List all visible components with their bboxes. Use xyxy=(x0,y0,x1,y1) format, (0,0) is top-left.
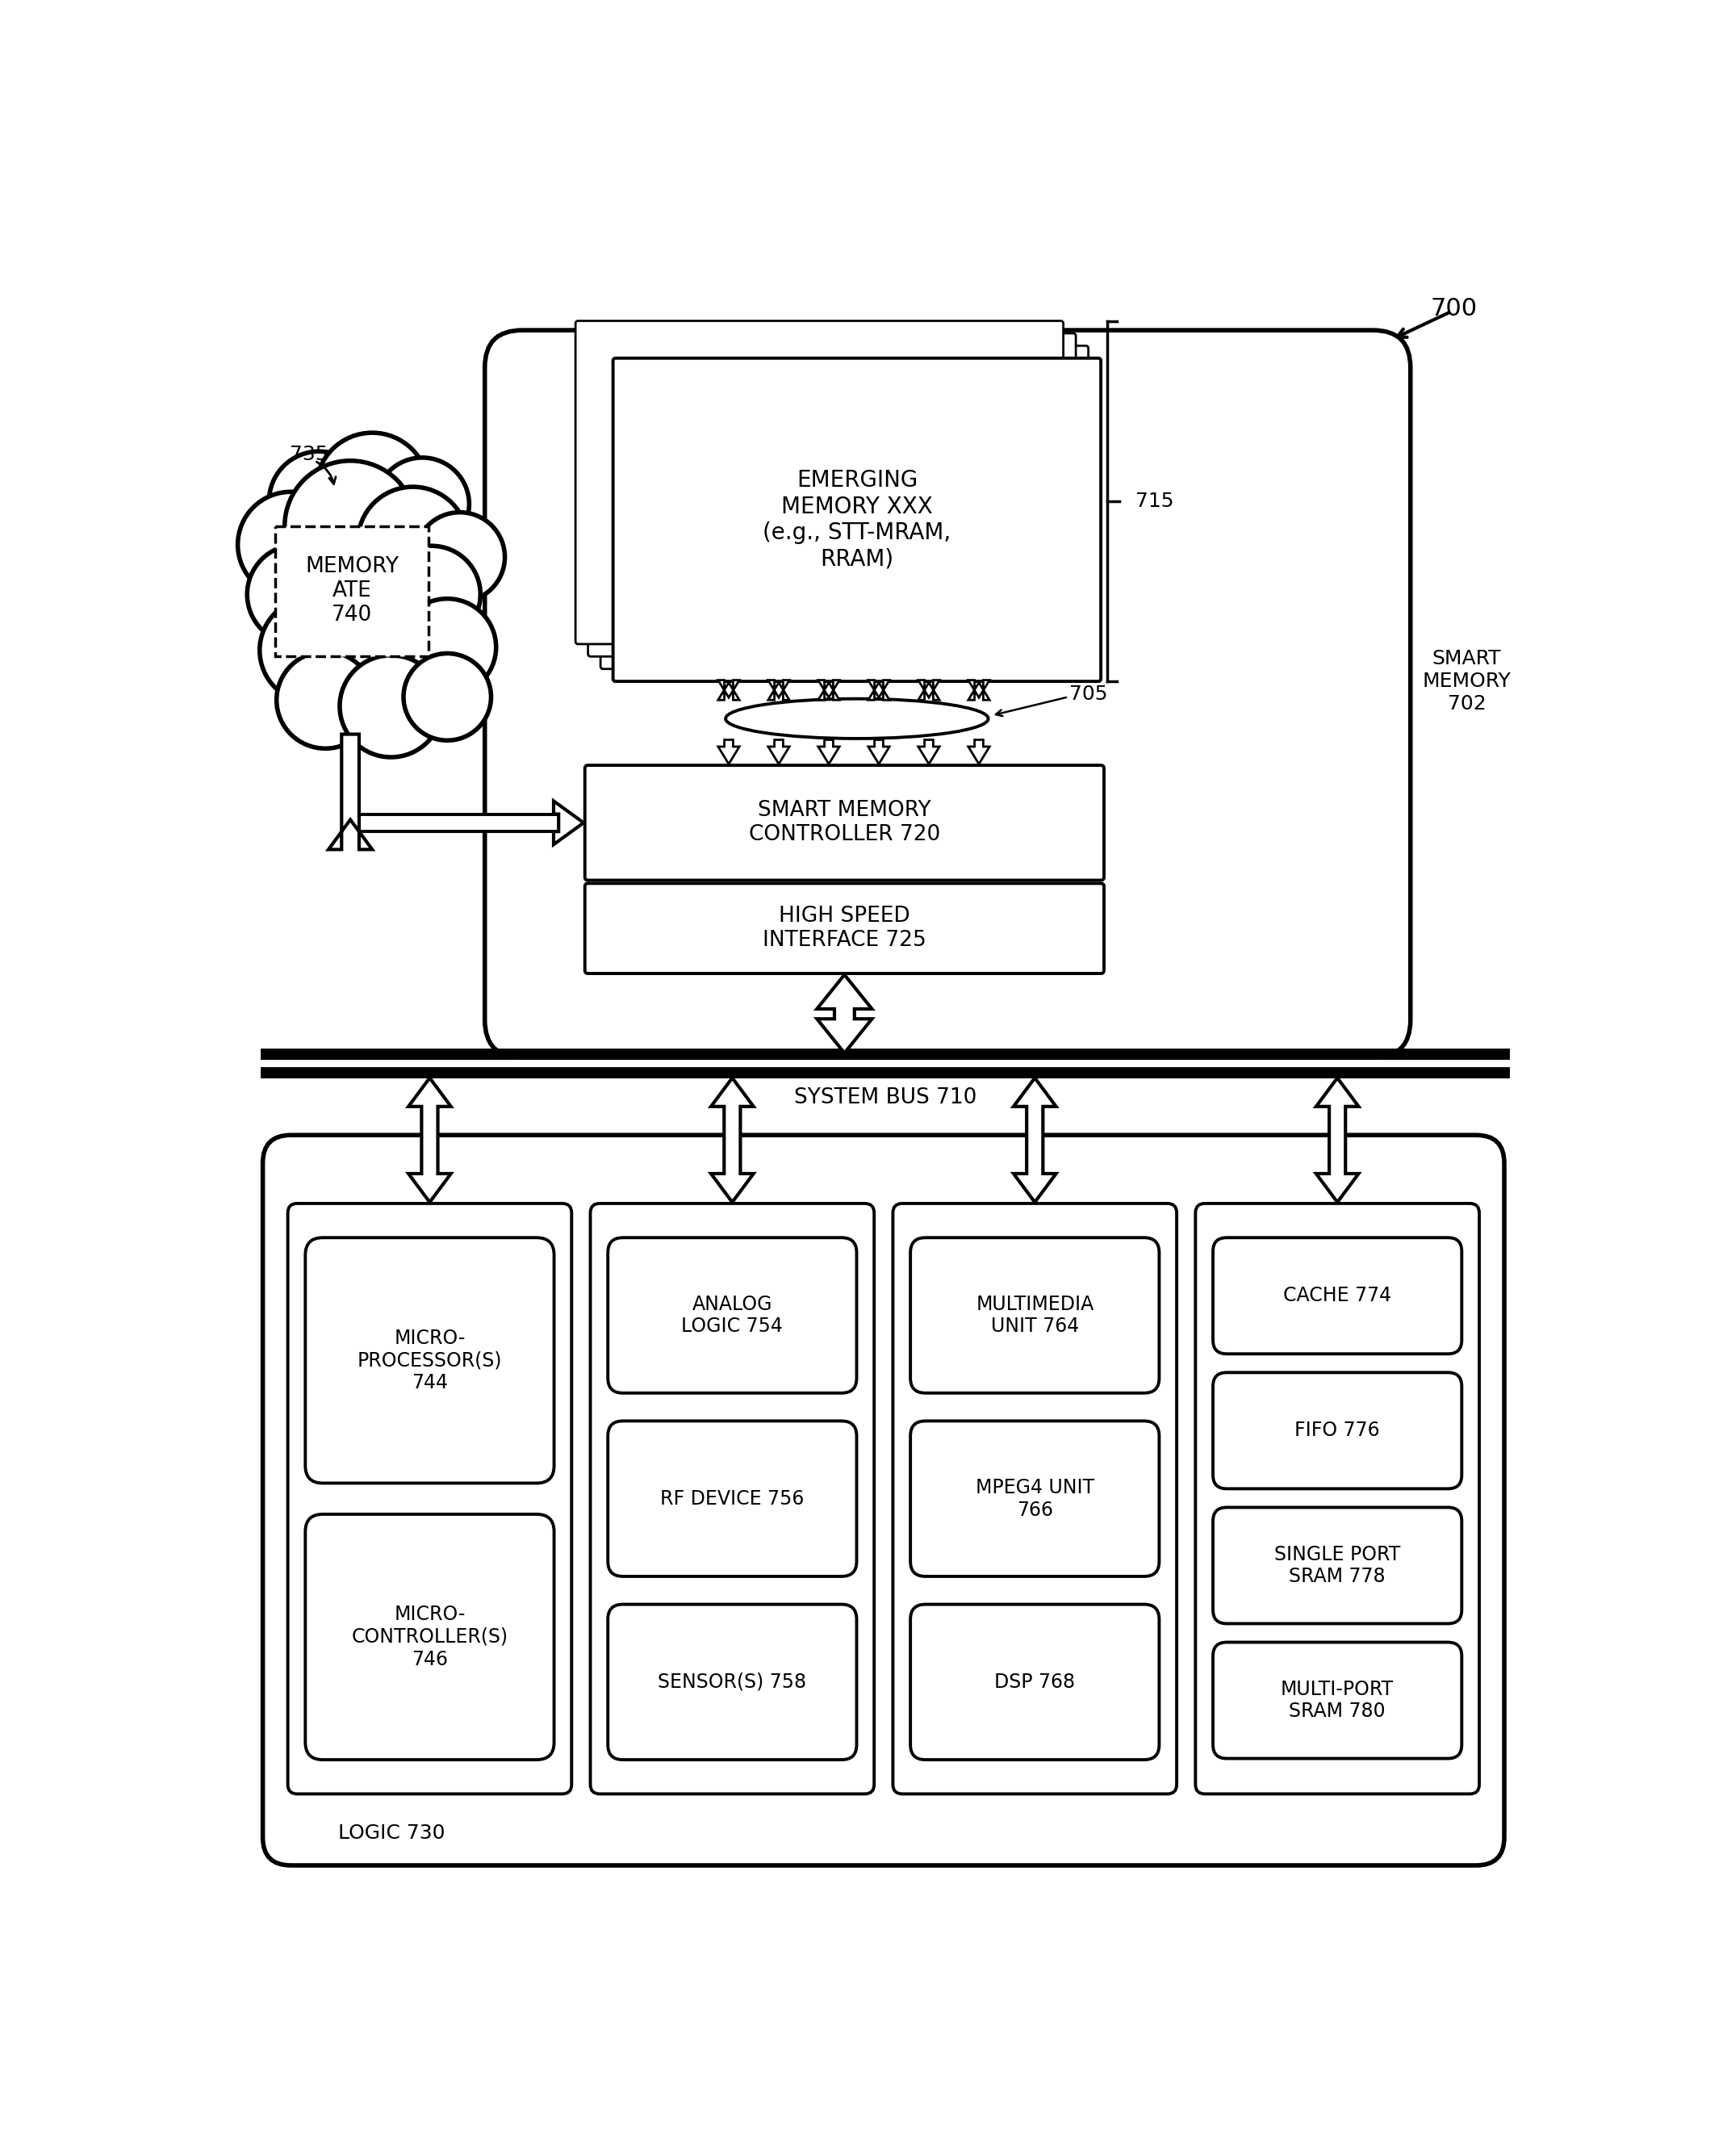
FancyBboxPatch shape xyxy=(910,1238,1159,1393)
Circle shape xyxy=(340,655,442,757)
Circle shape xyxy=(259,597,366,703)
Circle shape xyxy=(404,653,490,740)
FancyBboxPatch shape xyxy=(263,1134,1504,1865)
FancyBboxPatch shape xyxy=(591,1203,874,1794)
Text: MEMORY
ATE
740: MEMORY ATE 740 xyxy=(306,556,399,625)
FancyBboxPatch shape xyxy=(1212,1643,1461,1759)
FancyBboxPatch shape xyxy=(601,345,1088,668)
Circle shape xyxy=(247,545,347,645)
FancyBboxPatch shape xyxy=(1212,1507,1461,1623)
Polygon shape xyxy=(769,740,789,763)
Circle shape xyxy=(238,492,344,597)
FancyBboxPatch shape xyxy=(485,330,1411,1056)
Polygon shape xyxy=(712,1078,753,1203)
Circle shape xyxy=(285,461,416,591)
Text: SMART MEMORY
CONTROLLER 720: SMART MEMORY CONTROLLER 720 xyxy=(750,800,939,845)
Polygon shape xyxy=(817,975,872,1052)
Text: DSP 768: DSP 768 xyxy=(995,1673,1076,1692)
FancyBboxPatch shape xyxy=(1195,1203,1480,1794)
Text: MPEG4 UNIT
766: MPEG4 UNIT 766 xyxy=(976,1477,1095,1520)
FancyBboxPatch shape xyxy=(910,1421,1159,1576)
Polygon shape xyxy=(1316,1078,1359,1203)
Polygon shape xyxy=(919,740,939,763)
Ellipse shape xyxy=(725,699,988,740)
Polygon shape xyxy=(1014,1078,1057,1203)
Text: SMART
MEMORY
702: SMART MEMORY 702 xyxy=(1423,649,1511,714)
Circle shape xyxy=(383,545,480,642)
FancyBboxPatch shape xyxy=(1212,1238,1461,1354)
FancyBboxPatch shape xyxy=(910,1604,1159,1759)
Text: 735: 735 xyxy=(290,444,328,464)
Text: CACHE 774: CACHE 774 xyxy=(1283,1287,1392,1304)
Polygon shape xyxy=(969,740,990,763)
Bar xyxy=(275,526,428,658)
FancyBboxPatch shape xyxy=(613,358,1100,681)
FancyBboxPatch shape xyxy=(608,1238,857,1393)
FancyBboxPatch shape xyxy=(306,1514,554,1759)
Circle shape xyxy=(328,604,440,716)
Text: 700: 700 xyxy=(1430,298,1478,319)
Text: SENSOR(S) 758: SENSOR(S) 758 xyxy=(658,1673,807,1692)
Text: MICRO-
CONTROLLER(S)
746: MICRO- CONTROLLER(S) 746 xyxy=(351,1604,508,1669)
Circle shape xyxy=(357,487,468,597)
FancyBboxPatch shape xyxy=(608,1604,857,1759)
Text: MULTIMEDIA
UNIT 764: MULTIMEDIA UNIT 764 xyxy=(976,1294,1093,1337)
Circle shape xyxy=(399,599,496,696)
Polygon shape xyxy=(869,679,889,701)
Polygon shape xyxy=(408,1078,451,1203)
Text: EMERGING
MEMORY XXX
(e.g., STT-MRAM,
RRAM): EMERGING MEMORY XXX (e.g., STT-MRAM, RRA… xyxy=(763,470,952,571)
Polygon shape xyxy=(769,679,789,701)
Polygon shape xyxy=(554,802,584,845)
Text: 715: 715 xyxy=(1135,492,1174,511)
Text: FIFO 776: FIFO 776 xyxy=(1295,1421,1380,1440)
FancyBboxPatch shape xyxy=(893,1203,1176,1794)
Text: LOGIC 730: LOGIC 730 xyxy=(338,1824,446,1843)
FancyBboxPatch shape xyxy=(288,1203,572,1794)
Polygon shape xyxy=(919,679,939,701)
FancyBboxPatch shape xyxy=(306,1238,554,1483)
FancyBboxPatch shape xyxy=(587,334,1076,658)
Circle shape xyxy=(414,513,504,602)
Circle shape xyxy=(276,651,375,748)
FancyBboxPatch shape xyxy=(585,884,1104,975)
FancyBboxPatch shape xyxy=(1212,1373,1461,1490)
Circle shape xyxy=(269,451,370,550)
FancyBboxPatch shape xyxy=(575,321,1064,645)
Text: ANALOG
LOGIC 754: ANALOG LOGIC 754 xyxy=(682,1294,782,1337)
Polygon shape xyxy=(869,740,889,763)
Text: RF DEVICE 756: RF DEVICE 756 xyxy=(660,1490,805,1509)
Text: SINGLE PORT
SRAM 778: SINGLE PORT SRAM 778 xyxy=(1275,1544,1401,1587)
Text: MICRO-
PROCESSOR(S)
744: MICRO- PROCESSOR(S) 744 xyxy=(357,1328,503,1393)
Circle shape xyxy=(316,433,428,545)
FancyBboxPatch shape xyxy=(608,1421,857,1576)
Polygon shape xyxy=(718,679,739,701)
Text: 705: 705 xyxy=(1069,683,1109,703)
Circle shape xyxy=(304,548,416,660)
Polygon shape xyxy=(969,679,990,701)
Polygon shape xyxy=(819,679,839,701)
Polygon shape xyxy=(328,735,373,849)
Text: SYSTEM BUS 710: SYSTEM BUS 710 xyxy=(794,1087,976,1108)
Text: HIGH SPEED
INTERFACE 725: HIGH SPEED INTERFACE 725 xyxy=(763,906,926,951)
Circle shape xyxy=(375,457,470,550)
FancyBboxPatch shape xyxy=(585,765,1104,880)
Polygon shape xyxy=(718,740,739,763)
Text: MULTI-PORT
SRAM 780: MULTI-PORT SRAM 780 xyxy=(1281,1680,1394,1720)
Polygon shape xyxy=(819,740,839,763)
